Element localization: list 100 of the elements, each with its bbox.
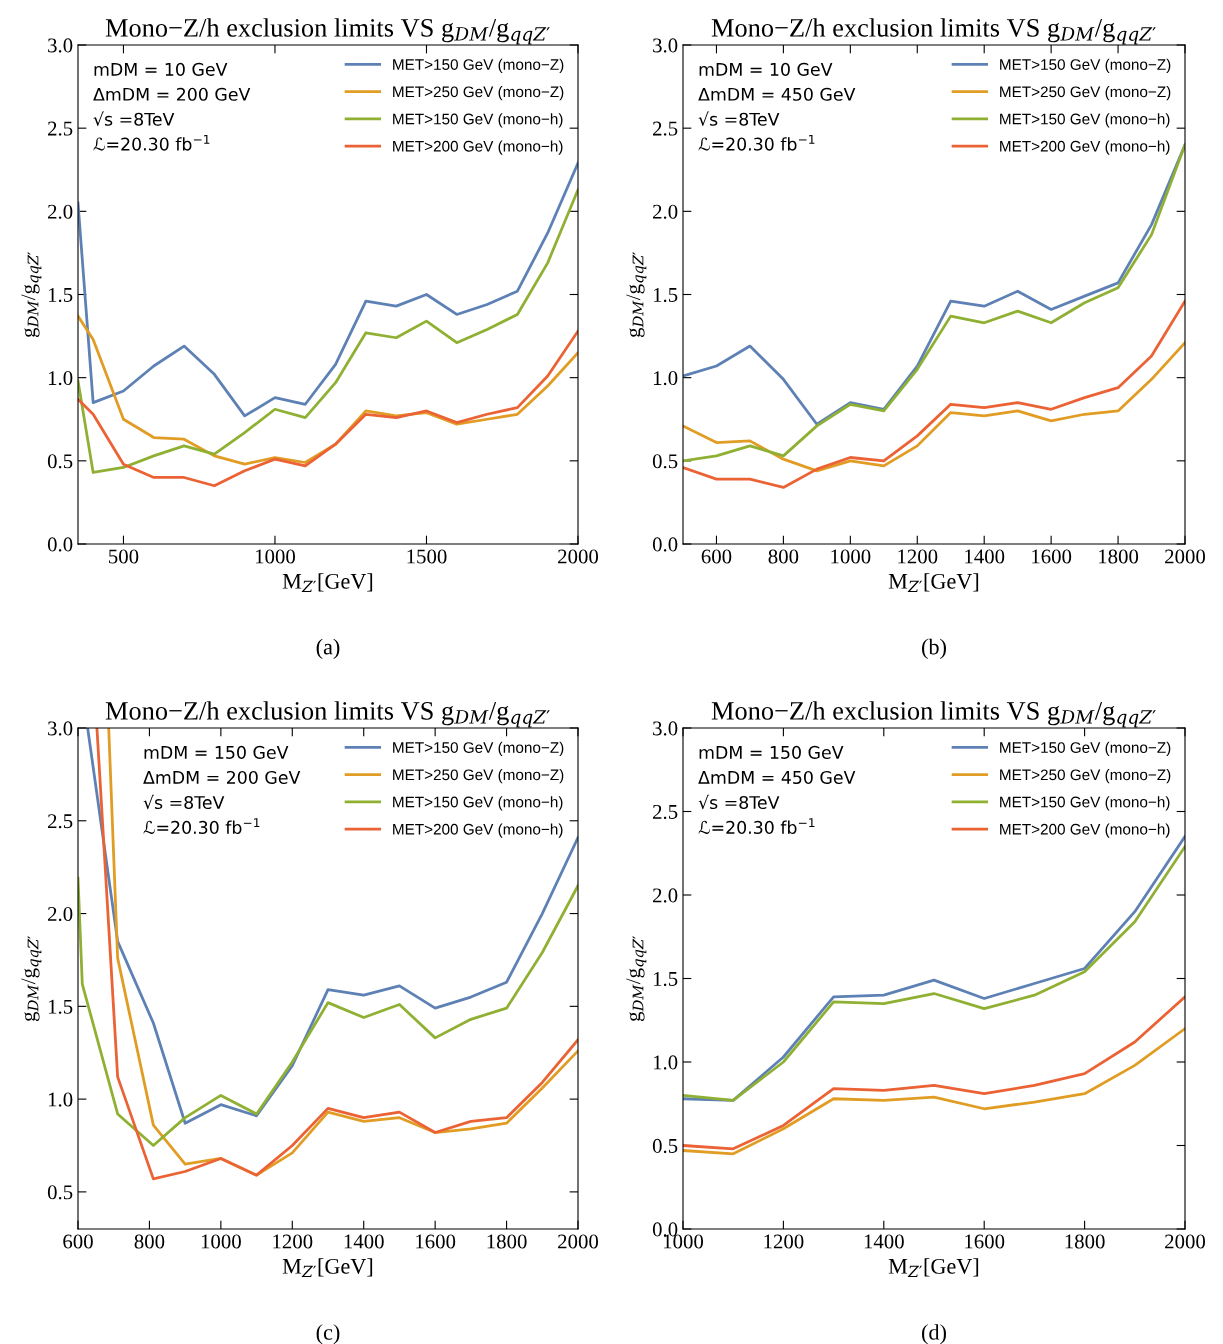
chart-title: Mono−Z/h exclusion limits VS g$_{DM}$/g$_{qqZ′}$ <box>711 701 1156 728</box>
text: (c) <box>316 1324 340 1344</box>
x-tick-label: 1800 <box>1065 1234 1105 1249</box>
x-tick-label: 2000 <box>558 549 599 564</box>
y-tick-label: 3.0 <box>48 721 73 736</box>
annotation: ℒ=20.30 fb$^{−1}$ <box>93 134 210 151</box>
y-tick-label: 1.5 <box>48 287 73 303</box>
annotation: ΔmDM = 200 GeV <box>93 87 251 101</box>
annotation: ΔmDM = 450 GeV <box>698 770 856 785</box>
x-tick-label: 600 <box>701 549 732 564</box>
y-tick-label: 1.5 <box>48 999 73 1014</box>
x-tick-label: 500 <box>109 549 139 564</box>
y-tick-label: 2.5 <box>653 804 678 820</box>
x-tick-label: 1200 <box>273 1234 313 1249</box>
y-axis-title: g$_{DM}$/g$_{qqZ′}$ <box>21 936 42 1022</box>
y-tick-label: 3.0 <box>653 721 678 736</box>
legend-label: MET>150 GeV (mono−h) <box>393 796 563 811</box>
legend-label: MET>150 GeV (mono−h) <box>393 113 563 128</box>
y-tick-label: 0.0 <box>47 537 73 552</box>
legend-label: MET>200 GeV (mono−h) <box>393 140 563 155</box>
chart-title: Mono−Z/h exclusion limits VS g$_{DM}$/g$_{qqZ′}$ <box>105 18 550 45</box>
x-tick-label: 2000 <box>1165 549 1206 564</box>
legend-label: MET>250 GeV (mono−Z) <box>1000 85 1171 101</box>
legend-label: MET>200 GeV (mono−h) <box>393 823 563 838</box>
legend-label: MET>150 GeV (mono−Z) <box>393 741 564 756</box>
legend-label: MET>200 GeV (mono−h) <box>1000 140 1170 155</box>
line-series <box>78 188 578 474</box>
chart-title: Mono−Z/h exclusion limits VS g$_{DM}$/g$_{qqZ′}$ <box>711 18 1156 45</box>
y-tick-label: 2.5 <box>653 121 678 136</box>
annotation: ℒ=20.30 fb$^{−1}$ <box>143 818 260 834</box>
x-tick-label: 2000 <box>1165 1234 1206 1249</box>
x-tick-label: 1400 <box>344 1234 384 1249</box>
line-series <box>78 161 578 418</box>
y-axis-title: g$_{DM}$/g$_{qqZ′}$ <box>21 252 42 338</box>
annotation: mDM = 10 GeV <box>94 62 228 76</box>
line-series <box>683 299 1185 489</box>
x-tick-label: 1600 <box>965 1234 1005 1249</box>
x-tick-label: 1400 <box>864 1234 904 1249</box>
x-axis-title: M$_{Z′}$[GeV] <box>282 573 373 593</box>
y-tick-label: 0.0 <box>652 537 678 552</box>
x-tick-label: 1000 <box>831 549 871 564</box>
text: (b) <box>922 638 946 659</box>
text: (d) <box>922 1324 946 1344</box>
line-series <box>683 1027 1185 1156</box>
annotation: √s =8TeV <box>698 794 780 810</box>
y-tick-label: 1.5 <box>653 971 678 987</box>
legend-label: MET>250 GeV (mono−Z) <box>1000 768 1171 784</box>
text: (a) <box>316 638 340 659</box>
y-axis-title: g$_{DM}$/g$_{qqZ′}$ <box>626 252 647 338</box>
y-tick-label: 3.0 <box>653 38 678 53</box>
legend-label: MET>150 GeV (mono−h) <box>1000 796 1170 811</box>
annotation: √s =8TeV <box>698 111 780 126</box>
y-tick-label: 1.0 <box>653 1055 678 1070</box>
line-series <box>683 341 1185 473</box>
x-axis-title: M$_{Z′}$[GeV] <box>888 1258 979 1278</box>
annotation: mDM = 150 GeV <box>699 745 844 759</box>
legend-label: MET>150 GeV (mono−Z) <box>1000 741 1171 756</box>
legend-label: MET>150 GeV (mono−Z) <box>393 58 564 73</box>
x-tick-label: 1600 <box>416 1234 456 1249</box>
x-axis-title: M$_{Z′}$[GeV] <box>888 573 979 593</box>
y-tick-label: 2.5 <box>48 814 73 829</box>
annotation: √s =8TeV <box>93 111 175 126</box>
x-tick-label: 1200 <box>764 1234 804 1249</box>
y-tick-label: 2.0 <box>48 204 73 219</box>
annotation: mDM = 150 GeV <box>144 745 289 759</box>
y-tick-label: 1.5 <box>653 287 678 303</box>
x-tick-label: 1500 <box>407 549 447 564</box>
annotation: √s =8TeV <box>143 794 225 810</box>
x-tick-label: 1000 <box>255 549 296 564</box>
y-tick-label: 1.0 <box>48 1092 73 1107</box>
x-tick-label: 1800 <box>487 1234 527 1249</box>
x-axis-title: M$_{Z′}$[GeV] <box>282 1258 373 1278</box>
x-tick-label: 1400 <box>965 549 1005 564</box>
y-tick-label: 2.0 <box>653 888 678 903</box>
y-tick-label: 0.5 <box>47 1185 73 1200</box>
annotation: ΔmDM = 200 GeV <box>143 770 301 785</box>
y-tick-label: 2.0 <box>48 906 73 922</box>
legend-label: MET>250 GeV (mono−Z) <box>393 768 564 784</box>
y-tick-label: 0.5 <box>652 1138 678 1154</box>
y-axis-title: g$_{DM}$/g$_{qqZ′}$ <box>626 936 647 1022</box>
y-tick-label: 1.0 <box>48 371 73 386</box>
x-tick-label: 1000 <box>201 1234 241 1249</box>
annotation: ΔmDM = 450 GeV <box>698 87 856 101</box>
y-tick-label: 3.0 <box>48 38 73 53</box>
y-tick-label: 0.5 <box>652 454 678 469</box>
y-tick-label: 1.0 <box>653 371 678 386</box>
x-tick-label: 800 <box>768 549 799 564</box>
x-tick-label: 1200 <box>898 549 938 564</box>
y-tick-label: 2.5 <box>48 121 73 136</box>
x-tick-label: 600 <box>63 1234 93 1249</box>
chart-title: Mono−Z/h exclusion limits VS g$_{DM}$/g$_{qqZ′}$ <box>105 701 550 728</box>
x-tick-label: 2000 <box>558 1234 599 1249</box>
annotation: ℒ=20.30 fb$^{−1}$ <box>698 134 815 151</box>
y-tick-label: 2.0 <box>653 204 678 219</box>
x-tick-label: 1800 <box>1099 549 1139 564</box>
y-tick-label: 0.5 <box>47 454 73 469</box>
x-tick-label: 800 <box>134 1234 165 1249</box>
legend-label: MET>150 GeV (mono−h) <box>1000 113 1170 128</box>
line-series <box>683 995 1185 1151</box>
annotation: mDM = 10 GeV <box>699 62 833 76</box>
